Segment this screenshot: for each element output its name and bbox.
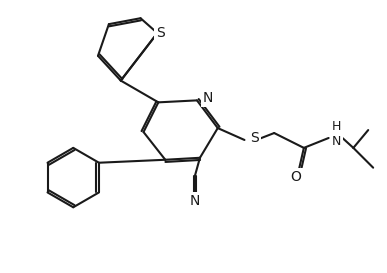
Text: H
N: H N <box>332 120 341 148</box>
Text: S: S <box>250 131 259 145</box>
Text: S: S <box>156 26 165 40</box>
Text: N: N <box>190 194 200 208</box>
Text: O: O <box>291 170 301 183</box>
Text: H: H <box>330 126 339 136</box>
Text: N: N <box>203 91 213 105</box>
Text: N: N <box>330 140 340 153</box>
